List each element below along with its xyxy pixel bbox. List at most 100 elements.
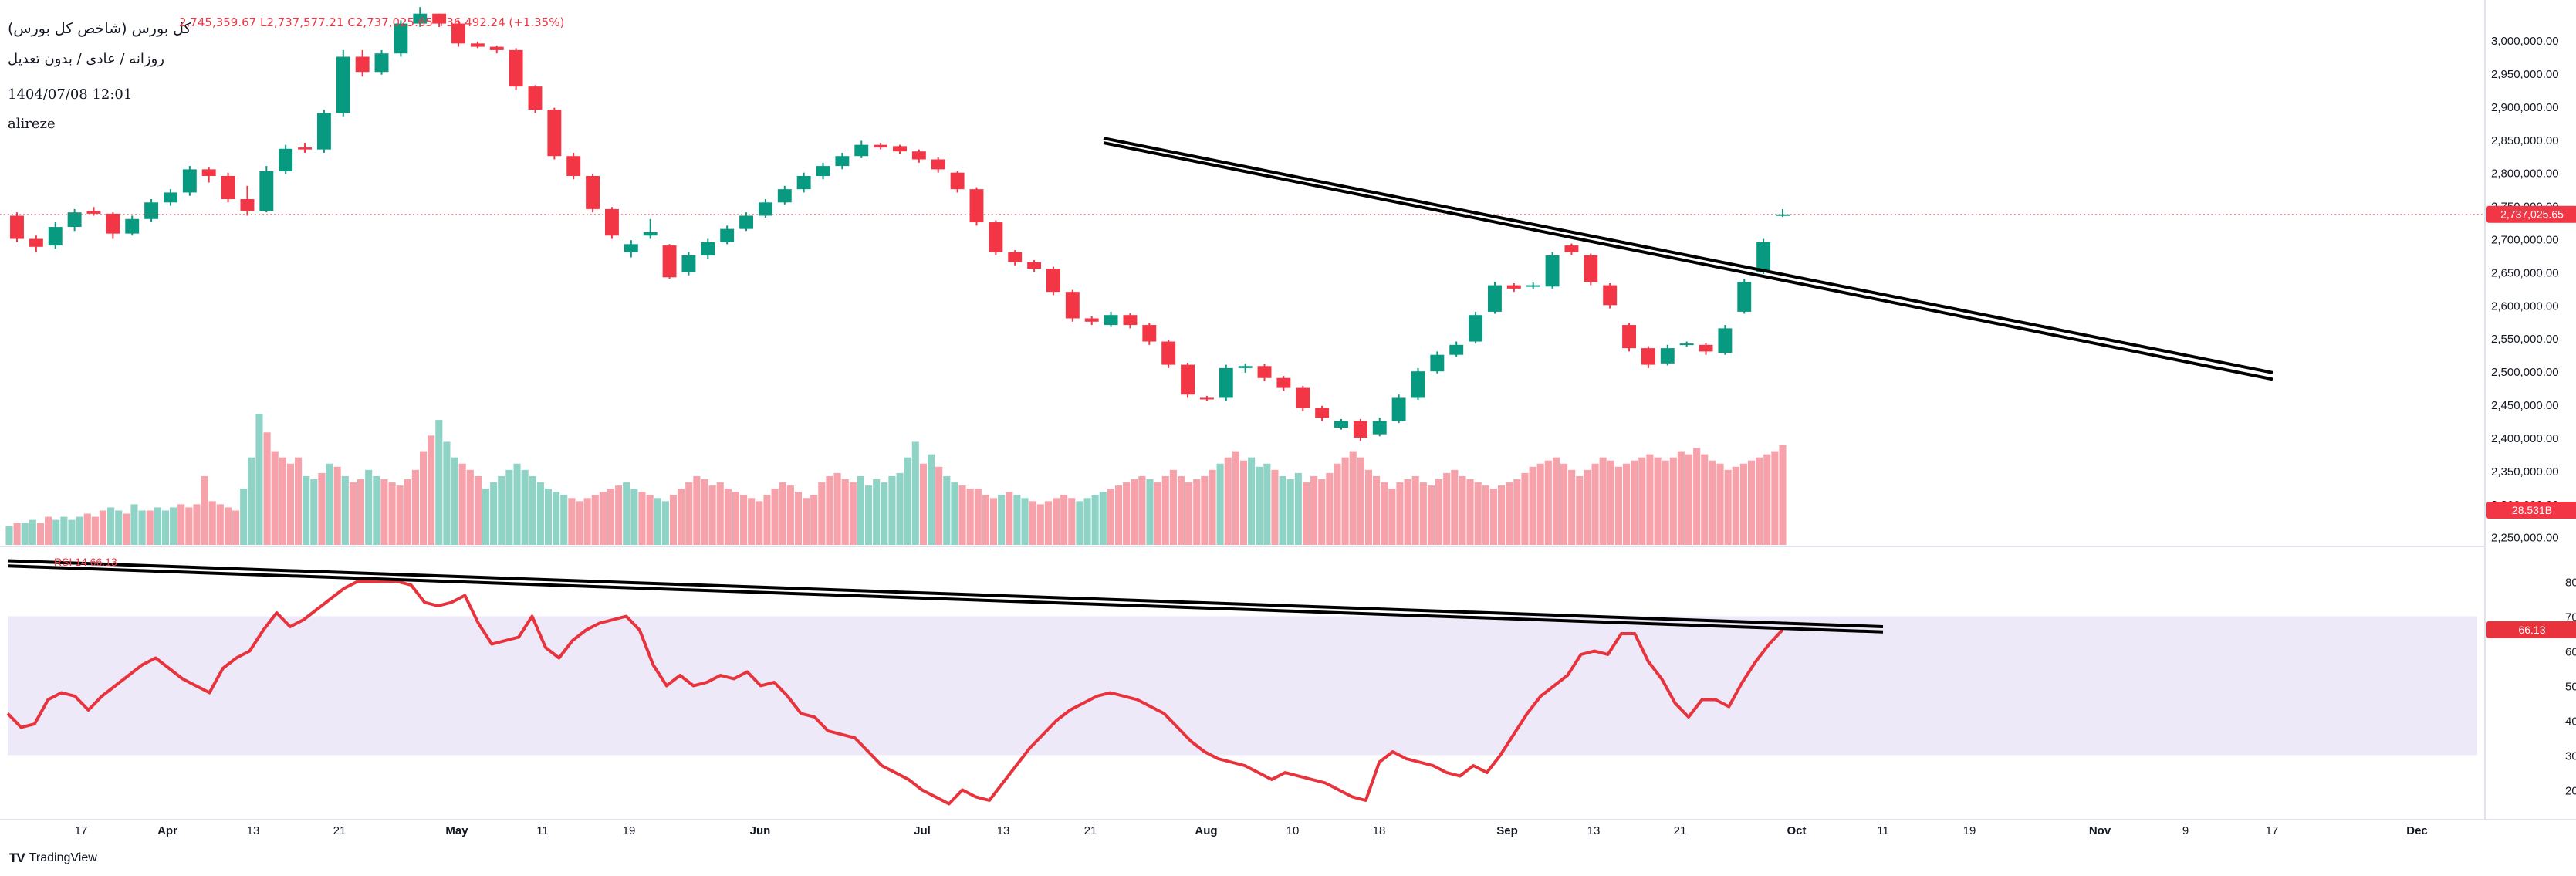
candle-body [1161,341,1176,365]
candle-body [1411,371,1425,398]
price-tick-label: 2,550,000.00 [2491,333,2559,346]
volume-bar [1224,457,1232,545]
time-tick-label: 9 [2182,824,2189,837]
candle-body [969,189,984,223]
last-price-tag: 2,737,025.65 [2500,208,2564,221]
candle-body [739,215,753,229]
volume-bar [1669,457,1677,545]
volume-bar [833,472,841,545]
volume-bar [881,482,888,545]
volume-bar [466,469,474,545]
volume-bar [1693,448,1701,545]
time-tick-label: 19 [623,824,636,837]
volume-bar [1232,451,1239,545]
volume-bar [443,441,451,545]
volume-bar [490,482,498,545]
volume-bar [130,504,138,545]
candle-body [1142,325,1157,342]
volume-bar [1701,454,1709,545]
volume-bar [958,485,966,545]
volume-bar [1622,463,1631,545]
volume-bar [989,498,998,545]
grid [0,0,2576,820]
candle-body [413,13,428,24]
time-tick-label: Jun [750,824,771,837]
candle-body [279,148,293,171]
candle-body [1718,328,1733,353]
tradingview-brand[interactable]: TV TradingView [9,851,97,866]
candle-body [1199,397,1214,400]
volume-bar [873,479,881,545]
volume-bar [1419,482,1427,545]
candle-body [701,242,715,255]
candle-body [1065,292,1080,319]
price-tick-label: 2,800,000.00 [2491,167,2559,181]
volume-bar [451,457,458,545]
candle-body [605,208,619,236]
candle-body [509,49,523,87]
volume-bar [1544,460,1552,545]
volume-bar [1513,479,1521,545]
volume-bar [1114,485,1123,545]
volume-bar [1388,489,1396,545]
volume-bar [1560,463,1568,545]
volume-bar [1169,469,1177,545]
volume-bars [5,414,1787,545]
volume-bar [615,485,623,545]
volume-bar [1404,479,1411,545]
candle-body [1737,282,1752,312]
candle-body [489,46,504,50]
trendlines[interactable] [7,137,2273,634]
time-tick-label: Sep [1496,824,1518,837]
volume-bar [732,492,740,545]
candle-body [298,147,312,150]
volume-bar [1443,472,1451,545]
volume-bar [498,475,505,545]
candle-body [835,156,850,167]
volume-bar [1427,485,1435,545]
volume-bar [1685,454,1693,545]
axes: 2,250,000.002,300,000.002,350,000.002,40… [75,35,2576,837]
candle-body [796,175,811,190]
rsi-value-tag-bg [2486,621,2576,638]
candle-body [1027,262,1042,269]
rsi-tick-label: 30.00 [2565,750,2576,763]
volume-bar [435,420,443,545]
time-tick-label: 11 [536,824,549,837]
candle-body [893,146,907,152]
candle-body [1526,285,1540,287]
volume-bar [52,519,60,545]
candle-body [950,172,965,190]
volume-bar [1286,479,1294,545]
rsi-tick-label: 70.00 [2565,611,2576,624]
volume-bar [303,475,310,545]
candle-body [1564,245,1579,252]
candle-body [201,169,216,176]
volume-bar [803,498,810,545]
time-tick-label: Dec [2406,824,2428,837]
volume-bar [966,489,974,545]
volume-bar [1584,469,1591,545]
volume-bar [818,482,826,545]
price-tick-label: 2,950,000.00 [2491,68,2559,81]
volume-bar [380,479,388,545]
volume-bar [107,507,115,545]
volume-bar [279,457,286,545]
rsi-legend[interactable]: RSI 14 66.13 [54,556,117,568]
time-tick-label: Jul [914,824,931,837]
rsi-value-tag: 66.13 [2518,624,2545,636]
volume-bar [1161,475,1169,545]
volume-bar [1591,463,1599,545]
volume-bar [208,501,216,545]
price-tick-label: 2,450,000.00 [2491,399,2559,412]
time-tick-label: 21 [1084,824,1097,837]
candle-body [931,159,945,170]
candle-body [1449,344,1464,355]
volume-bar [1123,482,1131,545]
candle-body [1584,255,1598,282]
volume-bar [1677,451,1685,545]
symbol-title[interactable]: کل بورس (شاخص کل بورس) [8,20,191,37]
candle-body [586,175,600,209]
candle-body [1506,285,1521,289]
